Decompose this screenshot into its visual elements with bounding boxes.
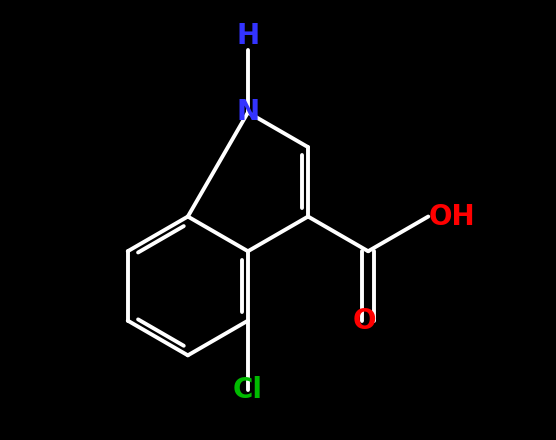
Text: Cl: Cl — [233, 376, 263, 404]
Text: O: O — [353, 307, 376, 335]
Text: H: H — [236, 22, 260, 50]
Text: N: N — [236, 99, 260, 126]
Text: OH: OH — [428, 202, 475, 231]
